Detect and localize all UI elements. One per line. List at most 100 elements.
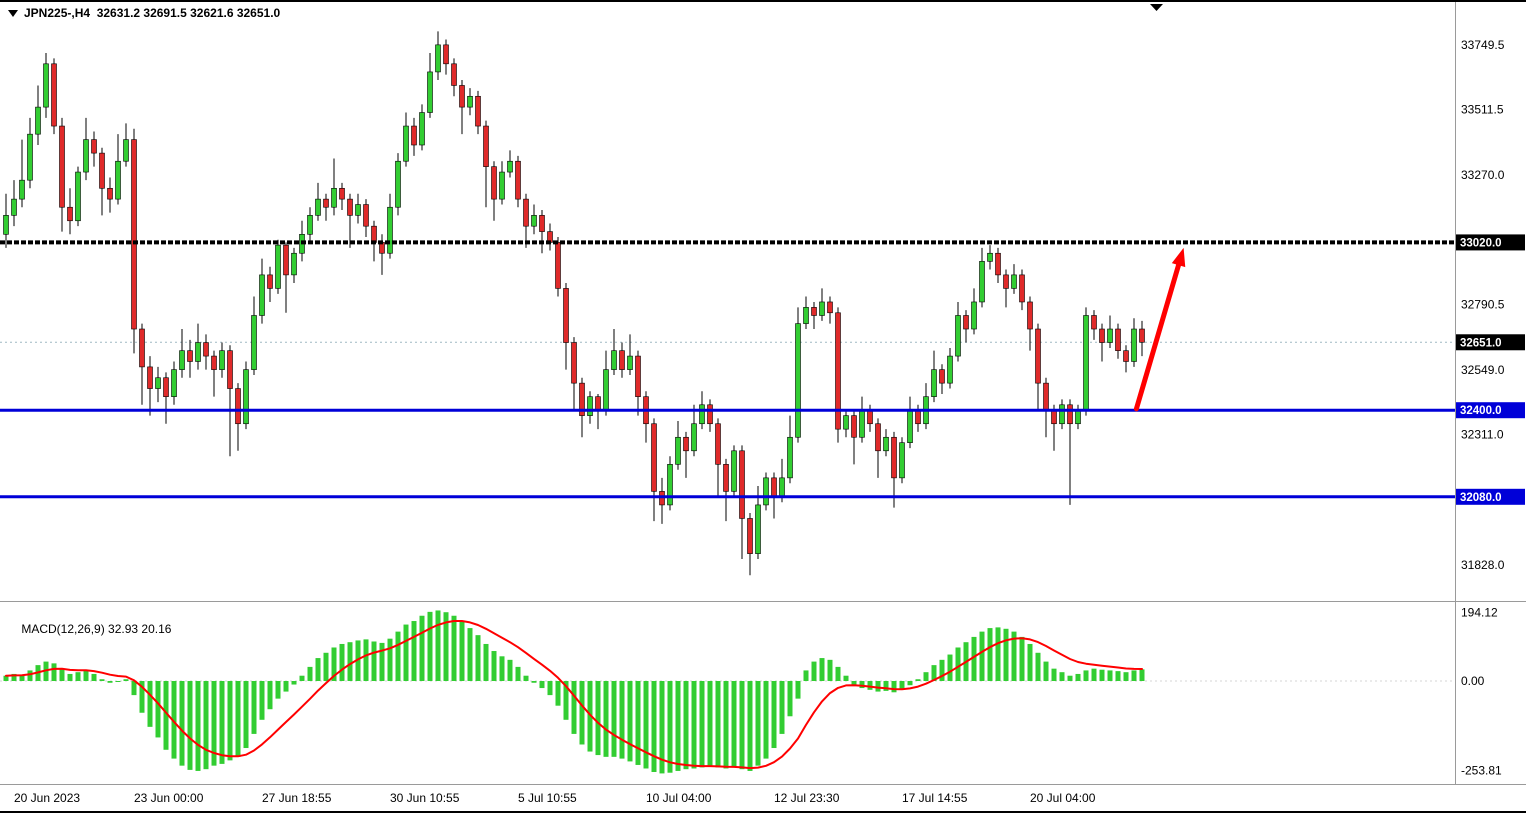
candle-body [115,160,121,200]
time-axis-label: 27 Jun 18:55 [262,791,332,805]
candle [859,396,865,443]
candle-body [835,312,841,430]
candle [1123,345,1129,373]
macd-header-text: MACD(12,26,9) 32.93 20.16 [21,622,172,636]
macd-histogram-bar [347,642,353,681]
macd-axis-label: 0.00 [1461,674,1485,688]
candle [1091,310,1097,340]
candle [723,458,729,522]
candle-body [995,252,1001,276]
macd-histogram-bar [971,636,977,681]
candle [1115,323,1121,359]
candle-body [163,377,169,397]
macd-histogram-bar [859,681,865,689]
macd-histogram-bar [779,681,785,734]
macd-histogram-bar [747,681,753,771]
macd-histogram-bar [611,681,617,757]
candle [1131,318,1137,367]
candle-body [587,396,593,416]
trend-arrow-shaft[interactable] [1133,254,1184,412]
candle [419,104,425,151]
chart-shift-marker[interactable] [1150,4,1163,11]
candle-body [1083,315,1089,411]
candle [1067,399,1073,505]
macd-histogram-bar [1099,669,1105,681]
candle-body [331,187,337,208]
macd-axis-label: -253.81 [1461,764,1502,778]
candle [507,150,513,178]
macd-histogram-bar [819,658,825,681]
candle-body [843,415,849,430]
macd-indicator-label: MACD(12,26,9) 32.93 20.16 [8,608,171,650]
candle-body [451,63,457,86]
macd-histogram-bar [939,659,945,681]
candle-body [851,415,857,438]
candle [51,58,57,135]
candle-body [715,423,721,465]
candle [675,421,681,470]
candle [435,31,441,81]
macd-histogram-bar [995,627,1001,681]
candle-body [859,409,865,438]
macd-histogram-bar [1035,652,1041,681]
macd-histogram-bar [299,675,305,681]
macd-histogram-bar [507,659,513,681]
macd-histogram-bar [459,621,465,681]
candle-body [155,377,161,389]
macd-histogram-bar [987,628,993,681]
candle [523,193,529,248]
macd-histogram-bar [547,681,553,696]
macd-histogram-bar [539,681,545,689]
candle [107,177,113,213]
price-badge-label: 33020.0 [1460,237,1502,249]
candle [979,247,985,308]
candle [731,445,737,497]
macd-histogram-bar [771,681,777,749]
candle-body [787,436,793,479]
candle-body [515,160,521,200]
candle-body [19,179,25,200]
candle [379,234,385,275]
macd-histogram-bar [707,681,713,767]
candle-body [691,423,697,452]
macd-histogram-bar [419,615,425,681]
candle [179,329,185,378]
trend-arrow-head[interactable] [1171,247,1186,268]
macd-histogram-bar [1139,669,1145,681]
macd-histogram-bar [259,681,265,720]
price-badge-label: 32080.0 [1460,492,1502,504]
candle-body [899,442,905,479]
candle-body [83,139,89,173]
candle [171,361,177,405]
candle [539,209,545,254]
macd-histogram-bar [451,615,457,681]
macd-histogram-bar [899,681,905,690]
symbol-marker-icon[interactable] [8,9,18,17]
macd-histogram-bar [139,681,145,713]
macd-histogram-bar [1051,668,1057,681]
candle-body [747,518,753,554]
macd-histogram-bar [827,659,833,681]
candle-body [603,369,609,411]
macd-histogram-bar [803,670,809,681]
macd-histogram-bar [171,681,177,759]
candle-body [99,152,105,189]
candle [467,88,473,116]
macd-histogram-bar [755,681,761,766]
candle-body [539,215,545,232]
candle [931,350,937,403]
candle [83,117,89,181]
candle-body [987,252,993,262]
candle-body [939,369,945,384]
candle-body [371,225,377,243]
candle-body [355,204,361,216]
macd-histogram-bar [723,681,729,769]
macd-histogram-bar [923,672,929,681]
macd-histogram-bar [491,651,497,681]
candle [227,345,233,457]
macd-histogram-bar [907,681,913,686]
macd-histogram-bar [331,647,337,681]
macd-histogram-bar [499,656,505,681]
candle [395,153,401,216]
